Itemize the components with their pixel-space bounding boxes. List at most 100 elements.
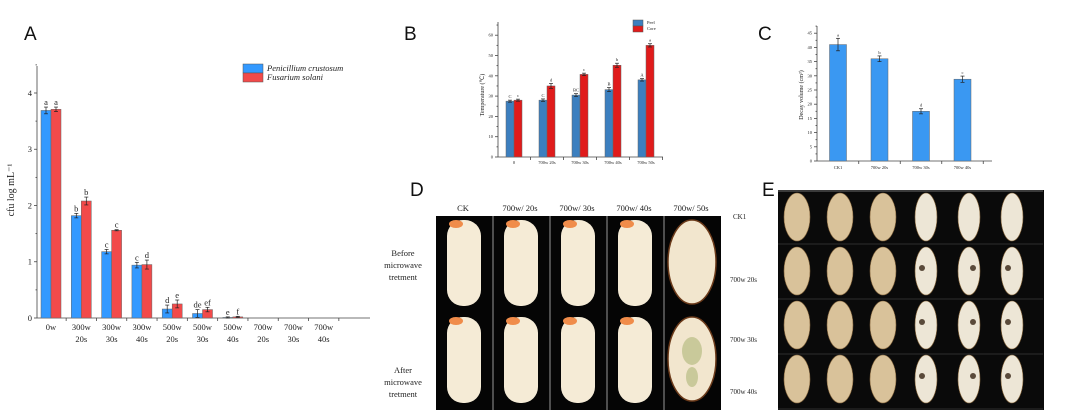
y-tick-label: 0 [810, 159, 813, 164]
significance-letter: a [54, 97, 58, 107]
whole-tuber [869, 300, 897, 350]
significance-letter: d [550, 78, 553, 83]
bar-decay-volume [953, 78, 972, 162]
legend-label: Penicillium crustosum [266, 63, 343, 73]
panel-label-e: E [762, 180, 775, 201]
x-tick-label: 700w [284, 322, 304, 332]
significance-letter: e [175, 290, 179, 300]
significance-letter: ef [204, 297, 211, 307]
significance-letter: B [607, 82, 610, 87]
y-tick-label: 50 [489, 53, 494, 58]
significance-letter: d [920, 103, 923, 108]
halved-tuber [914, 246, 938, 296]
x-tick-label: 20s [166, 334, 178, 344]
row-label: tretment [389, 272, 418, 282]
bar-fusarium-solani [50, 109, 62, 319]
significance-letter: c [962, 70, 964, 75]
bar-penicillium-crustosum [101, 251, 112, 319]
sliced-tuber [447, 220, 481, 306]
y-tick-label: 40 [808, 45, 813, 50]
halved-tuber [914, 354, 938, 404]
whole-tuber [869, 354, 897, 404]
significance-letter: c [517, 93, 519, 98]
significance-letter: C [508, 94, 511, 99]
significance-letter: d [165, 295, 170, 305]
bud-tip [563, 317, 577, 325]
column-label: CK [457, 203, 470, 213]
significance-letter: a [44, 97, 48, 107]
x-tick-label: 500w [223, 322, 243, 332]
x-tick-label: 20s [257, 334, 269, 344]
halved-tuber [914, 300, 938, 350]
sliced-tuber [561, 317, 595, 403]
panel-label-d: D [410, 180, 424, 201]
legend-label: Fusarium solani [266, 72, 324, 82]
bar-decay-volume [912, 111, 930, 162]
decay-spot [919, 319, 925, 325]
y-tick-label: 30 [808, 73, 813, 78]
decay-spot [970, 265, 976, 271]
legend-swatch [632, 25, 644, 33]
bar-peel [571, 94, 581, 158]
significance-letter: BC [573, 88, 579, 93]
significance-letter: b [74, 203, 78, 213]
row-label: tretment [389, 389, 418, 399]
y-tick-label: 0 [491, 155, 494, 160]
y-tick-label: 15 [808, 116, 813, 121]
bar-core [645, 45, 655, 158]
whole-tuber [783, 192, 811, 242]
bar-peel [505, 100, 515, 158]
bud-tip [449, 317, 463, 325]
bar-decay-volume [829, 44, 847, 162]
bar-decay-volume [870, 58, 889, 162]
x-tick-label: 700w 20s [871, 165, 889, 170]
y-tick-label: 30 [489, 94, 494, 99]
y-tick-label: 35 [808, 59, 813, 64]
halved-tuber [1000, 246, 1024, 296]
y-axis-label: cfu log mL⁻¹ [6, 164, 17, 217]
panel-d-photo-grid: CK 700w/ 20s 700w/ 30s 700w/ 40s 700w/ 50s Be… [384, 203, 721, 410]
sliced-tuber [618, 317, 652, 403]
significance-letter: c [105, 239, 109, 249]
x-tick-label: 20s [75, 334, 87, 344]
whole-tuber [869, 246, 897, 296]
x-tick-label: 300w [102, 322, 122, 332]
x-tick-label: 30s [106, 334, 118, 344]
sliced-tuber [447, 317, 481, 403]
x-tick-label: 30s [197, 334, 209, 344]
y-tick-label: 5 [810, 144, 813, 149]
halved-tuber [1000, 192, 1024, 242]
x-tick-label: 700w 20s [538, 160, 556, 165]
decay-spot [970, 319, 976, 325]
x-tick-label: CK1 [834, 165, 843, 170]
x-tick-label: 30s [287, 334, 299, 344]
bar-fusarium-solani [111, 230, 122, 319]
y-tick-label: 45 [808, 31, 813, 36]
significance-letter: C [541, 93, 544, 98]
bar-core [513, 99, 523, 158]
x-tick-label: 300w [132, 322, 152, 332]
row-label-e: 700w 40s [730, 388, 757, 396]
sliced-tuber [504, 220, 538, 306]
column-label: 700w/ 20s [502, 203, 537, 213]
y-tick-label: 10 [489, 134, 494, 139]
y-tick-label: 1 [28, 257, 32, 267]
x-tick-label: 40s [136, 334, 148, 344]
bar-peel [604, 89, 614, 158]
significance-letter: a [649, 38, 651, 43]
significance-letter: de [193, 300, 201, 310]
bar-core [546, 85, 556, 158]
halved-tuber [957, 354, 981, 404]
x-tick-label: 700w 40s [954, 165, 972, 170]
bar-peel [538, 99, 548, 158]
y-tick-label: 25 [808, 88, 813, 93]
whole-tuber [826, 192, 854, 242]
y-tick-label: 10 [808, 130, 813, 135]
column-label: 700w/ 30s [559, 203, 594, 213]
legend-label: Peel [647, 20, 655, 25]
y-tick-label: 20 [808, 102, 813, 107]
panel-label-c: C [758, 24, 772, 45]
row-label: Before [391, 248, 414, 258]
